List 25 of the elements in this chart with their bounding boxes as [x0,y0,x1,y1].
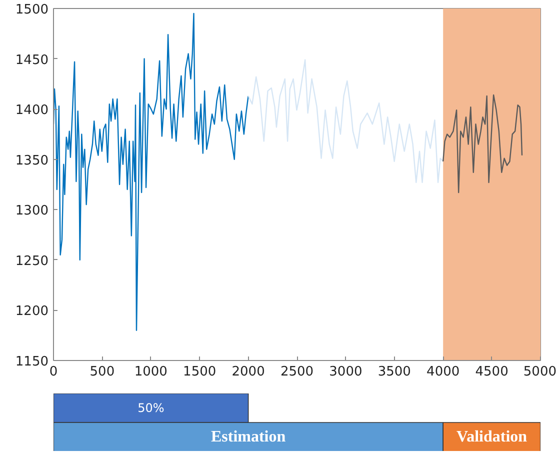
x-tick-label: 3500 [378,364,411,380]
x-tick-label: 3000 [329,364,362,380]
annotation: 50% [138,401,164,415]
line-series [442,94,523,194]
annotation: Estimation [210,428,286,446]
y-tick-label: 1450 [15,52,49,68]
y-tick-label: 1150 [15,354,49,370]
annotation: Validation [456,428,528,446]
y-tick-label: 1300 [15,204,49,219]
x-tick-label: 1500 [183,364,216,380]
x-tick-label: 4000 [426,364,460,380]
line-series [248,59,444,184]
x-tick-label: 4500 [475,364,508,380]
x-tick-label: 1000 [134,364,168,380]
x-tick-label: 2500 [280,364,314,380]
y-tick-label: 1400 [15,103,49,118]
line-series [54,12,249,331]
y-tick-label: 1500 [15,2,49,18]
y-tick-label: 1350 [15,153,49,168]
x-tick-label: 5000 [523,364,556,380]
x-tick-label: 500 [90,364,115,380]
x-tick-label: 0 [49,364,58,380]
x-tick-label: 2000 [232,364,265,380]
y-tick-label: 1200 [15,304,49,320]
y-tick-label: 1250 [15,254,49,269]
